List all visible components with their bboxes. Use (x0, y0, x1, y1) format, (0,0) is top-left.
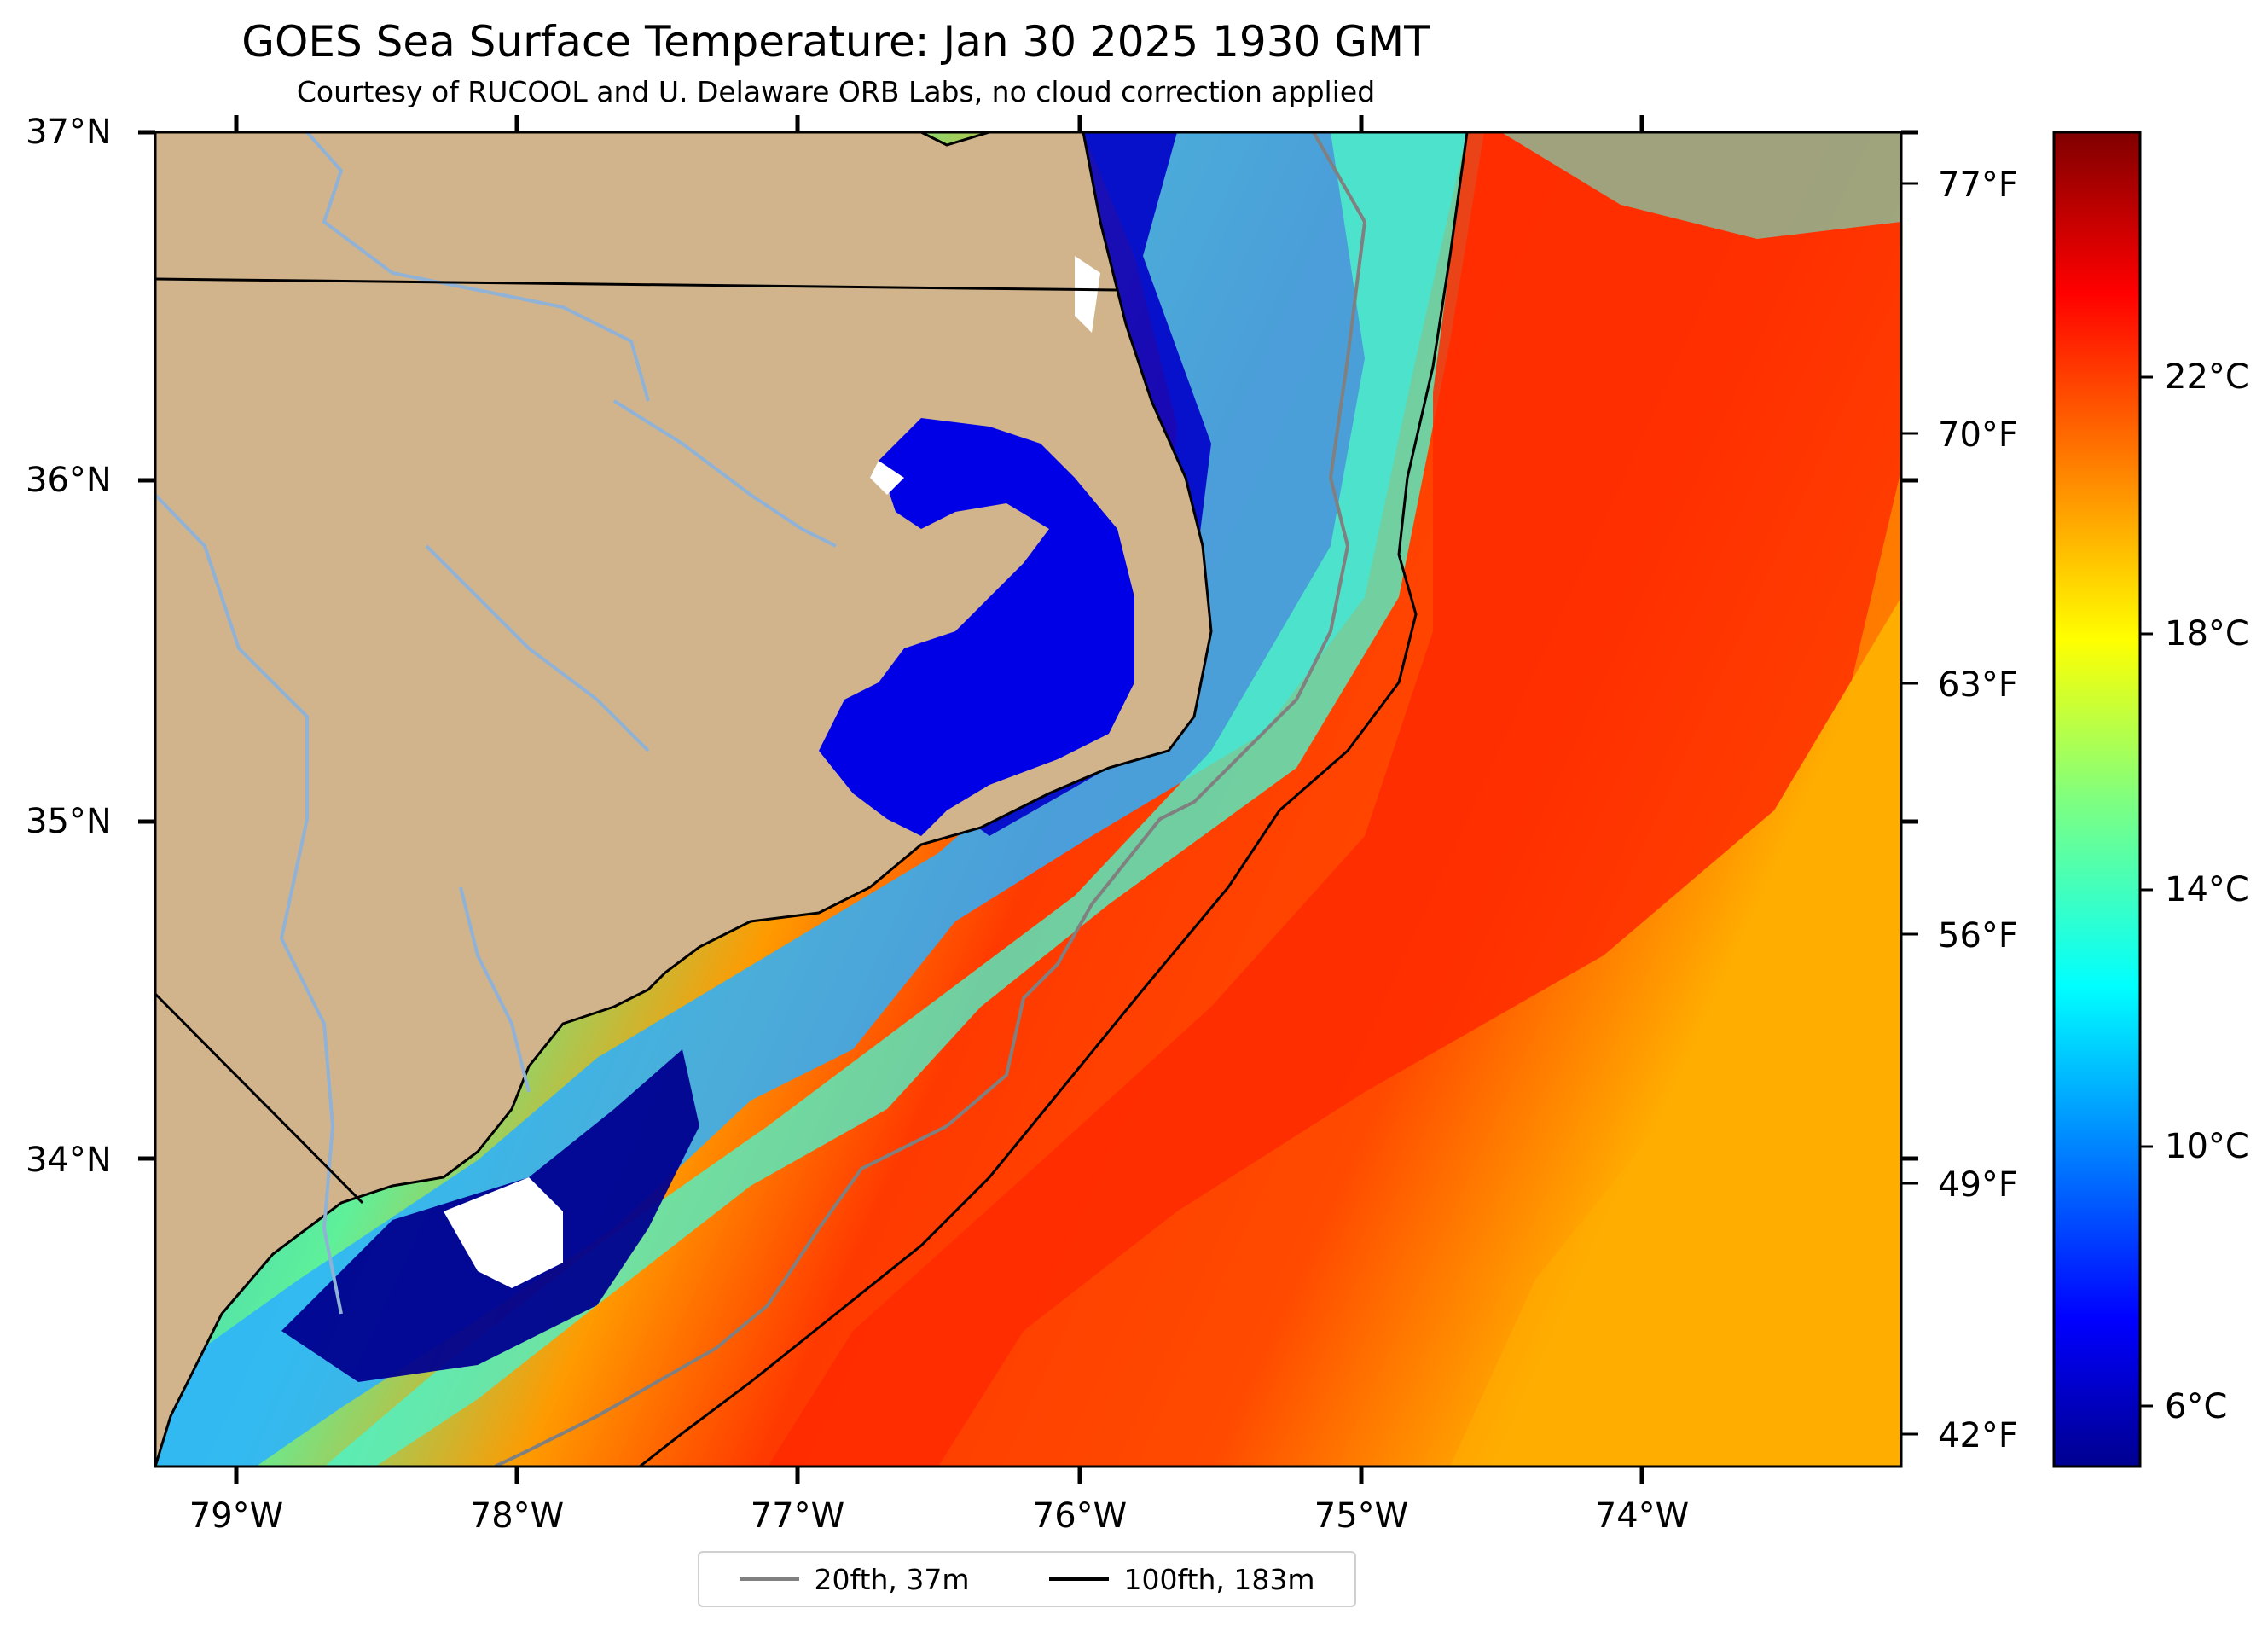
cbar-label-18c: 18°C (2165, 614, 2249, 653)
lat-label-35: 35°N (26, 802, 112, 841)
legend-label-20fth: 20fth, 37m (814, 1562, 970, 1596)
colorbar: 22°C 18°C 14°C 10°C 6°C (2052, 131, 2249, 1468)
sound-inlets (870, 256, 1100, 495)
map-subtitle: Courtesy of RUCOOL and U. Delaware ORB L… (296, 75, 1376, 108)
warm-eddy-north (1501, 132, 1901, 239)
gulf-stream-core (768, 132, 1901, 1466)
cbar-label-10c: 10°C (2165, 1127, 2249, 1166)
f-label-70: 70°F (1938, 415, 2018, 455)
cbar-label-6c: 6°C (2165, 1387, 2227, 1426)
lat-label-34: 34°N (26, 1141, 112, 1180)
cbar-label-22c: 22°C (2165, 357, 2249, 397)
isobath-legend: 20fth, 37m 100fth, 183m (698, 1551, 1356, 1607)
f-label-63: 63°F (1938, 665, 2018, 705)
legend-swatch-black (1048, 1577, 1109, 1581)
map-frame (154, 131, 1903, 1468)
colorbar-gradient (2052, 131, 2142, 1468)
lat-label-36: 36°N (26, 461, 112, 500)
latitude-axis: 37°N 36°N 35°N 34°N (26, 113, 1918, 1180)
lon-label-74: 74°W (1595, 1496, 1689, 1536)
map-title: GOES Sea Surface Temperature: Jan 30 202… (241, 17, 1430, 67)
legend-item-20fth: 20fth, 37m (739, 1562, 970, 1596)
isobath-20fth (494, 132, 1367, 1466)
lon-label-75: 75°W (1314, 1496, 1408, 1536)
cyan-shelf-water (324, 132, 1484, 1466)
lon-label-79: 79°W (189, 1496, 283, 1536)
state-borders (155, 277, 1118, 1205)
f-label-42: 42°F (1938, 1416, 2018, 1455)
cape-fear-estuary (444, 1177, 563, 1288)
legend-item-100fth: 100fth, 183m (1048, 1562, 1315, 1596)
f-label-56: 56°F (1938, 916, 2018, 955)
longitude-axis: 79°W 78°W 77°W 76°W 75°W 74°W (189, 115, 1689, 1536)
lat-label-37: 37°N (26, 113, 112, 152)
pamlico-sound (819, 418, 1134, 836)
warm-eastern-water (1450, 469, 1901, 1466)
lon-label-76: 76°W (1033, 1496, 1127, 1536)
lon-label-78: 78°W (470, 1496, 564, 1536)
lon-label-77: 77°W (751, 1496, 844, 1536)
f-label-77: 77°F (1938, 166, 2018, 205)
cbar-label-14c: 14°C (2165, 870, 2249, 909)
legend-swatch-gray (739, 1577, 799, 1581)
map-plot-area (155, 132, 1901, 1466)
f-label-49: 49°F (1938, 1165, 2018, 1205)
fahrenheit-axis: 77°F 70°F 63°F 56°F 49°F 42°F (1901, 166, 2018, 1455)
isobath-100fth (639, 132, 1469, 1466)
legend-label-100fth: 100fth, 183m (1123, 1562, 1315, 1596)
